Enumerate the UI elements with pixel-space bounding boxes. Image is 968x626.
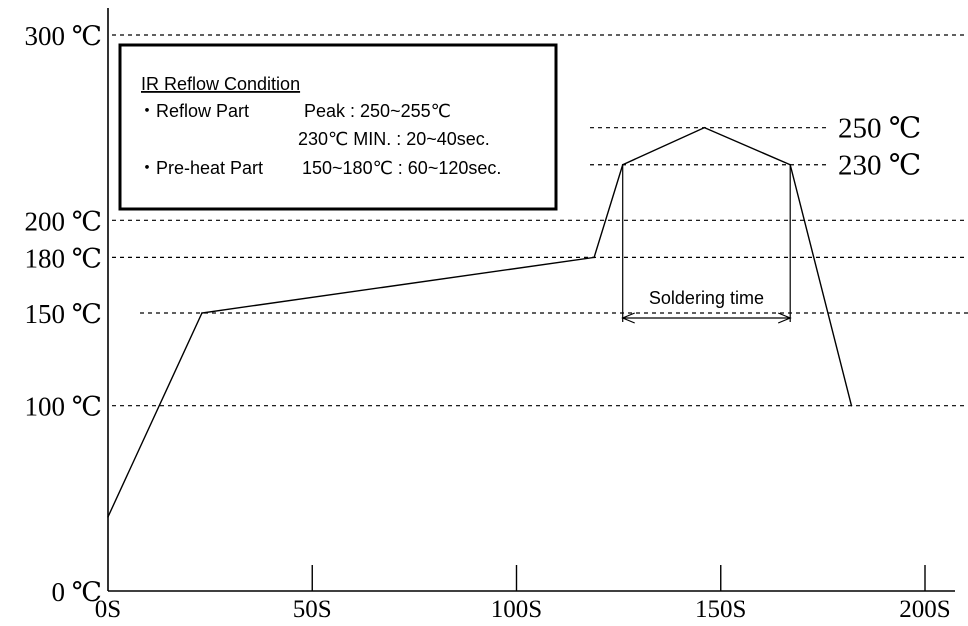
legend-line-preheat-part: ・Pre-heat Part [138, 158, 263, 178]
y-tick-label: 0 ℃ [52, 577, 102, 607]
legend-line-230-min: 230℃ MIN. : 20~40sec. [298, 129, 490, 149]
peak-label-250: 250 ℃ [838, 113, 921, 145]
profile-point [107, 516, 109, 518]
profile-point [850, 404, 853, 407]
arrowhead-left-icon [621, 312, 635, 324]
profile-point [201, 312, 203, 314]
x-tick-label: 150S [695, 596, 746, 623]
profile-point [593, 256, 595, 259]
peak-label-230: 230 ℃ [838, 150, 921, 182]
legend-box: IR Reflow Condition ・Reflow Part Peak : … [118, 43, 558, 211]
reference-lines [112, 34, 968, 407]
peak-labels: 250 ℃ 230 ℃ [590, 113, 921, 182]
legend-line-preheat-range: 150~180℃ : 60~120sec. [302, 158, 501, 178]
legend-title: IR Reflow Condition [141, 74, 300, 94]
y-tick-label: 100 ℃ [25, 392, 102, 422]
x-tick-label: 200S [899, 596, 950, 623]
y-tick-label: 150 ℃ [25, 299, 102, 329]
y-tick-label: 180 ℃ [25, 243, 102, 273]
legend-line-reflow-part: ・Reflow Part [138, 101, 249, 121]
x-ticks: 0S 50S 100S 150S 200S [95, 565, 951, 623]
y-tick-label: 200 ℃ [25, 206, 102, 236]
legend-line-peak: Peak : 250~255℃ [304, 101, 451, 121]
soldering-time-label: Soldering time [649, 288, 764, 308]
y-tick-label: 300 ℃ [25, 21, 102, 51]
x-tick-label: 0S [95, 596, 121, 623]
x-tick-label: 50S [293, 596, 332, 623]
x-tick-label: 100S [491, 596, 542, 623]
y-tick-labels: 0 ℃ 100 ℃ 150 ℃ 180 ℃ 200 ℃ 300 ℃ [25, 21, 102, 607]
arrowhead-right-icon [777, 312, 792, 324]
soldering-time-annotation: Soldering time [621, 164, 792, 324]
